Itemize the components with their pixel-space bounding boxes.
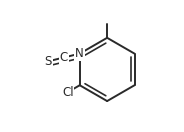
Text: N: N [75, 47, 84, 60]
Text: S: S [44, 55, 52, 68]
Text: C: C [60, 51, 68, 64]
Text: Cl: Cl [62, 86, 74, 99]
